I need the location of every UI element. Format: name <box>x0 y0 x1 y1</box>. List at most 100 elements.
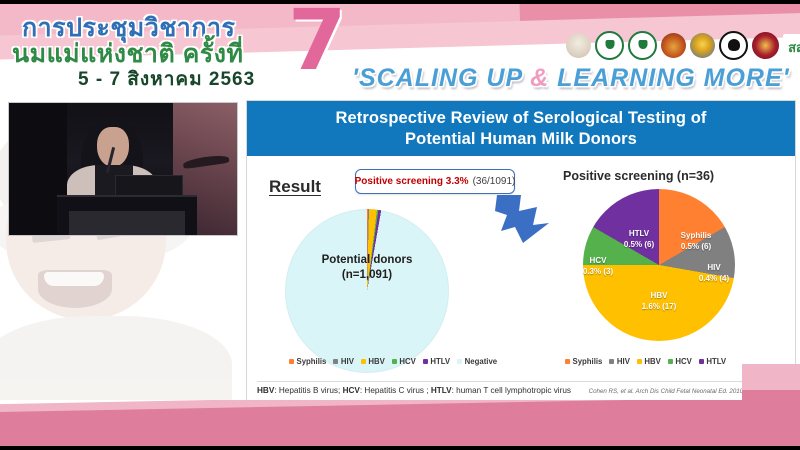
legend-label-hcv: HCV <box>399 357 416 366</box>
legend-swatch-r-hbv <box>636 359 642 364</box>
slice-label-hcv: HCV 0.3% (3) <box>573 256 623 277</box>
legend-label-htlv: HTLV <box>430 357 451 366</box>
ministry-public-health-logo-icon <box>595 30 624 60</box>
letterbox-bottom <box>0 446 800 450</box>
abbr-hbv-val: : Hepatitis B virus; <box>274 386 343 395</box>
slice-label-htlv-name: HTLV <box>628 229 650 238</box>
legend-swatch-negative <box>457 359 463 364</box>
conference-date: 5 - 7 สิงหาคม 2563 <box>78 69 256 90</box>
legend-item-r-hcv: HCV <box>667 357 692 366</box>
legend-swatch-hcv <box>391 359 397 364</box>
slide-title-line2: Potential Human Milk Donors <box>405 129 637 148</box>
legend-item-htlv: HTLV <box>422 357 451 366</box>
speaker-video-inset[interactable] <box>8 102 238 236</box>
slice-label-hbv-value: 1.6% (17) <box>641 301 677 311</box>
callout-highlight-text: Positive screening 3.3% <box>354 176 469 187</box>
legend-swatch-hiv <box>333 359 339 364</box>
legend-label-r-hiv: HIV <box>616 357 630 366</box>
tagline-part2: LEARNING MORE' <box>549 64 790 92</box>
legend-item-r-htlv: HTLV <box>698 357 726 366</box>
slide-title-bar: Retrospective Review of Serological Test… <box>247 101 795 156</box>
royal-patronage-logo-icon <box>566 32 591 58</box>
legend-item-r-hbv: HBV <box>636 357 661 366</box>
legend-label-hbv: HBV <box>368 357 385 366</box>
bottom-right-light-block <box>742 364 800 390</box>
baby-teeth <box>44 272 104 286</box>
result-heading: Result <box>269 177 321 196</box>
left-chart-legend: Syphilis HIV HBV HCV HTLV Negative <box>289 357 497 366</box>
slice-label-hiv-value: 0.4% (4) <box>698 273 730 283</box>
abbr-hcv-val: : Hepatitis C virus ; <box>359 386 431 395</box>
slice-label-hbv-name: HBV <box>650 291 668 300</box>
thaihealth-sss-logo-icon <box>783 34 800 58</box>
sponsor-logo-strip <box>566 28 800 62</box>
legend-item-hiv: HIV <box>333 357 354 366</box>
legend-item-hbv: HBV <box>360 357 385 366</box>
tagline-ampersand: & <box>530 64 550 92</box>
legend-label-r-hcv: HCV <box>675 357 692 366</box>
tagline-part1: 'SCALING UP <box>352 64 531 92</box>
podium-front-panel <box>69 211 185 235</box>
legend-swatch-r-hcv <box>667 359 673 364</box>
right-chart-legend: Syphilis HIV HBV HCV HTLV <box>565 357 726 366</box>
slide-title-line1: Retrospective Review of Serological Test… <box>335 108 707 127</box>
legend-label-r-hbv: HBV <box>644 357 661 366</box>
red-crest-logo-icon <box>752 31 779 59</box>
potential-donors-center-label: Potential donors (n=1,091) <box>285 253 449 283</box>
positive-screening-callout: Positive screening 3.3% (36/1091) <box>355 169 515 194</box>
slice-label-hcv-value: 0.3% (3) <box>582 266 614 276</box>
slice-label-htlv-value: 0.5% (6) <box>623 239 655 249</box>
speaker-face <box>97 127 129 167</box>
citation-reference: Cohen RS, et al. Arch Dis Child Fetal Ne… <box>588 388 785 395</box>
bottom-right-pink-block <box>742 364 800 446</box>
royal-crest-logo-icon <box>661 32 686 58</box>
legend-label-negative: Negative <box>464 357 498 366</box>
slice-label-hiv: HIV 0.4% (4) <box>687 263 741 284</box>
slice-label-hiv-name: HIV <box>707 263 721 272</box>
legend-item-syphilis: Syphilis <box>289 357 326 366</box>
conference-thai-title-line2: นมแม่แห่งชาติ ครั้งที่ <box>12 40 244 68</box>
abbreviation-note: HBV: Hepatitis B virus; HCV: Hepatitis C… <box>257 386 571 395</box>
legend-item-r-hiv: HIV <box>609 357 630 366</box>
potential-donors-subtitle: (n=1,091) <box>341 269 393 281</box>
conference-tagline: 'SCALING UP & LEARNING MORE' <box>352 64 790 93</box>
potential-donors-title: Potential donors <box>321 254 413 266</box>
conference-thai-title-line1: การประชุมวิชาการ <box>22 14 236 42</box>
legend-swatch-r-htlv <box>698 359 704 364</box>
flow-arrow-icon <box>495 195 549 243</box>
conference-header-banner: การประชุมวิชาการ นมแม่แห่งชาติ ครั้งที่ … <box>0 4 800 96</box>
black-seal-logo-icon <box>719 30 748 60</box>
conference-edition-number: 7 <box>288 4 347 89</box>
callout-detail-text: (36/1091) <box>472 176 516 187</box>
legend-swatch-hbv <box>360 359 366 364</box>
abbr-htlv-val: : human T cell lymphotropic virus <box>451 386 571 395</box>
legend-item-hcv: HCV <box>391 357 416 366</box>
legend-item-r-syphilis: Syphilis <box>565 357 602 366</box>
legend-swatch-r-syphilis <box>565 359 570 364</box>
slice-label-htlv: HTLV 0.5% (6) <box>613 229 665 250</box>
legend-swatch-syphilis <box>289 359 294 364</box>
slide-content-area: Retrospective Review of Serological Test… <box>246 100 796 406</box>
potential-donors-pie-chart <box>285 209 449 373</box>
abbr-htlv-key: HTLV <box>430 386 452 395</box>
abbr-hbv-key: HBV <box>257 386 275 395</box>
abbr-hcv-key: HCV <box>342 386 360 395</box>
legend-swatch-r-hiv <box>609 359 615 364</box>
legend-item-negative: Negative <box>457 357 497 366</box>
royal-garuda-logo-icon <box>690 32 715 58</box>
slice-label-syphilis-name: Syphilis <box>680 231 712 240</box>
health-department-logo-icon <box>628 30 657 60</box>
slide-footnote: HBV: Hepatitis B virus; HCV: Hepatitis C… <box>257 381 785 395</box>
slice-label-syphilis: Syphilis 0.5% (6) <box>665 231 727 252</box>
baby-mouth <box>38 270 112 308</box>
legend-label-r-syphilis: Syphilis <box>572 357 603 366</box>
bottom-pink-band <box>0 400 800 446</box>
positive-screening-chart-title: Positive screening (n=36) <box>563 169 715 183</box>
positive-screening-pie-chart <box>583 189 735 341</box>
legend-label-hiv: HIV <box>340 357 354 366</box>
legend-label-syphilis: Syphilis <box>296 357 327 366</box>
letterbox-top <box>0 0 800 4</box>
slice-label-hbv: HBV 1.6% (17) <box>631 291 687 312</box>
slice-label-hcv-name: HCV <box>589 256 607 265</box>
